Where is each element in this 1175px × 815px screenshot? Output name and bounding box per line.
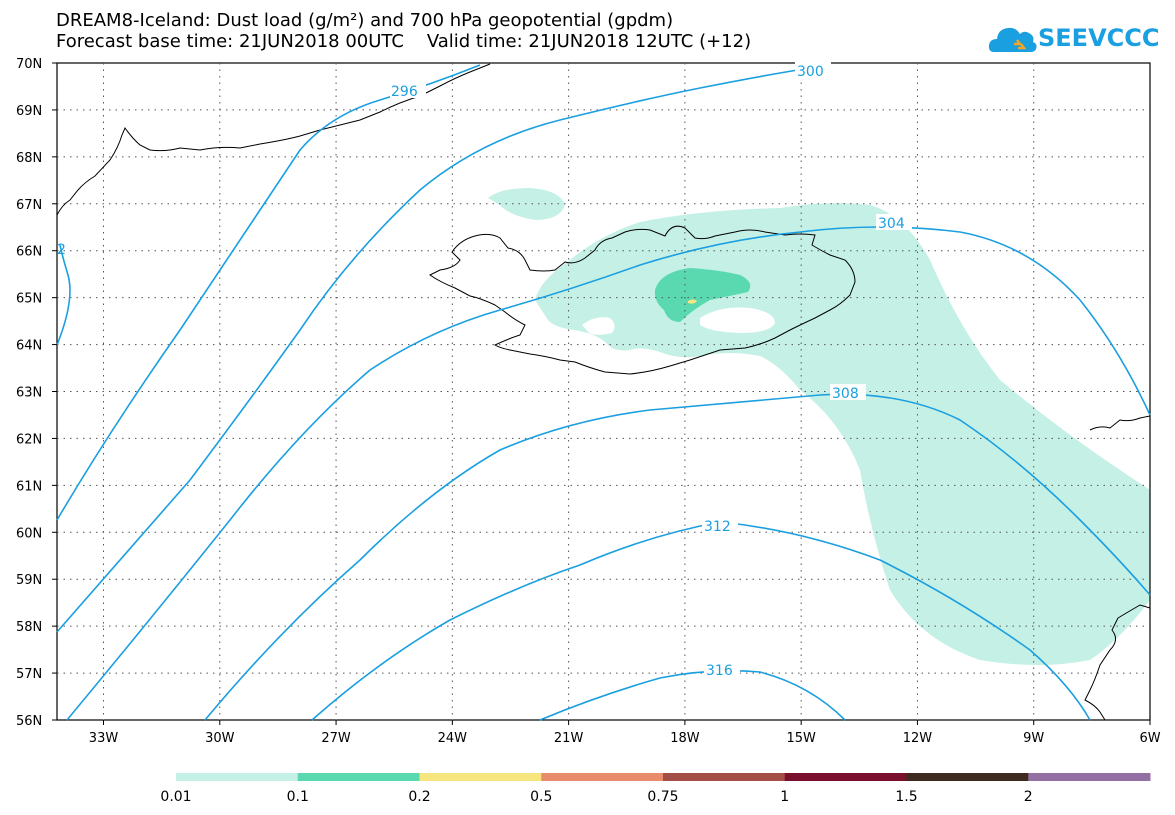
colorbar-segment — [419, 773, 542, 781]
colorbar-segment — [1028, 773, 1151, 781]
graticule — [57, 63, 1150, 720]
latitude-labels: 70N 69N 68N 67N 66N 65N 64N 63N 62N 61N 60N 59N 58N 5… — [16, 57, 57, 729]
colorbar-label: 0.2 — [408, 789, 430, 805]
contour-label-308: 308 — [832, 386, 859, 402]
contour-line-312 — [539, 670, 846, 721]
colorbar-label: 0.75 — [647, 789, 678, 805]
map-subtitle: Forecast base time: 21JUN2018 00UTC Vali… — [56, 31, 752, 52]
colorbar-segment — [297, 773, 420, 781]
iceland-coastline — [429, 225, 856, 375]
contour-line-304 — [204, 393, 1151, 721]
colorbar-segment — [906, 773, 1029, 781]
lat-tick-label: 56N — [16, 714, 42, 729]
scotland-coastline — [1084, 604, 1151, 721]
colorbar-segment — [784, 773, 907, 781]
lon-tick-label: 21W — [554, 731, 584, 746]
lat-tick-label: 62N — [16, 432, 42, 447]
contour-label-edge: 2 — [57, 242, 66, 258]
longitude-labels: 33W 30W 27W 24W 21W 18W 15W 12W 9W 6W — [89, 720, 1161, 746]
colorbar-label: 1 — [780, 789, 789, 805]
contour-label-300: 300 — [797, 64, 824, 80]
lat-tick-label: 67N — [16, 198, 42, 213]
lat-tick-label: 60N — [16, 526, 42, 541]
colorbar-label: 2 — [1024, 789, 1033, 805]
dust-area-gap — [700, 307, 775, 333]
lat-tick-label: 58N — [16, 620, 42, 635]
dust-area-high — [688, 299, 697, 304]
colorbar-label: 0.1 — [287, 789, 309, 805]
colorbar-label: 0.01 — [160, 789, 191, 805]
logo-text: SEEVCCC — [1038, 24, 1160, 52]
lat-tick-label: 69N — [16, 104, 42, 119]
lon-tick-label: 33W — [89, 731, 119, 746]
lat-tick-label: 57N — [16, 667, 42, 682]
contour-label-316: 316 — [706, 663, 733, 679]
lat-tick-label: 61N — [16, 479, 42, 494]
lat-tick-label: 70N — [16, 57, 42, 72]
cloud-logo-icon — [988, 27, 1037, 52]
greenland-coastline — [56, 63, 491, 216]
lat-tick-label: 65N — [16, 292, 42, 307]
contour-line-292 — [56, 64, 481, 521]
map-title: DREAM8-Iceland: Dust load (g/m²) and 700… — [56, 10, 674, 31]
colorbar-segment — [176, 773, 299, 781]
lat-tick-label: 64N — [16, 339, 42, 354]
lat-tick-label: 63N — [16, 386, 42, 401]
contour-line-288 — [56, 67, 811, 633]
colorbar: 0.01 0.1 0.2 0.5 0.75 1 1.5 2 — [160, 773, 1151, 805]
scandinavia-coastline — [1089, 415, 1151, 431]
lon-tick-label: 6W — [1139, 731, 1160, 746]
colorbar-segment — [541, 773, 664, 781]
dust-load-areas — [488, 188, 1150, 666]
contour-label-296: 296 — [391, 84, 418, 100]
contour-labels: 296 300 304 308 312 316 2 — [57, 62, 912, 679]
lon-tick-label: 27W — [321, 731, 351, 746]
lon-tick-label: 12W — [903, 731, 933, 746]
dust-area-light — [535, 203, 1150, 666]
lon-tick-label: 18W — [670, 731, 700, 746]
seevccc-logo: SEEVCCC — [988, 18, 1168, 62]
lon-tick-label: 15W — [786, 731, 816, 746]
lon-tick-label: 9W — [1023, 731, 1044, 746]
lat-tick-label: 68N — [16, 151, 42, 166]
lon-tick-label: 30W — [205, 731, 235, 746]
dust-area-gap-2 — [582, 317, 615, 335]
contour-label-304: 304 — [878, 216, 905, 232]
lon-tick-label: 24W — [438, 731, 468, 746]
lat-tick-label: 59N — [16, 573, 42, 588]
contour-line-300 — [66, 226, 1151, 721]
contour-line-west — [56, 244, 71, 346]
lat-tick-label: 66N — [16, 245, 42, 260]
colorbar-segment — [663, 773, 786, 781]
contour-label-312: 312 — [704, 519, 731, 535]
colorbar-label: 1.5 — [895, 789, 917, 805]
coastlines — [56, 63, 1151, 721]
dust-area-medium — [654, 268, 751, 322]
colorbar-label: 0.5 — [530, 789, 552, 805]
